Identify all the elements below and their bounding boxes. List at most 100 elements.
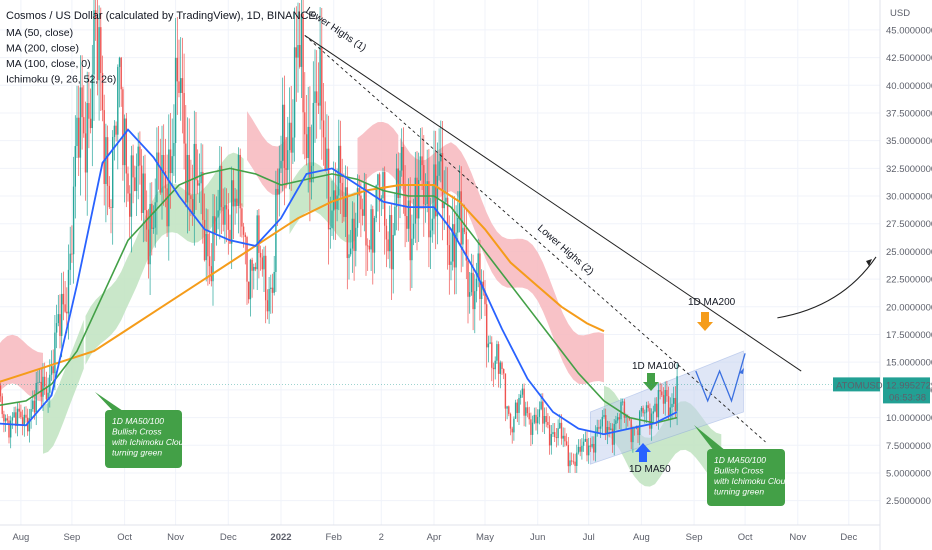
candle-down — [181, 78, 184, 94]
candle-up — [161, 154, 163, 193]
candle-down — [460, 191, 462, 245]
candle-up — [640, 407, 643, 412]
candle-down — [81, 87, 83, 118]
candle-up — [540, 401, 542, 410]
candle-down — [163, 154, 165, 172]
candle-down — [384, 172, 386, 226]
candle-up — [4, 418, 7, 422]
candle-up — [429, 230, 432, 238]
candle-down — [501, 362, 503, 369]
candle-up — [61, 293, 63, 336]
price-tag — [883, 377, 930, 404]
annotation-ma50: 1D MA50 — [629, 464, 671, 475]
projection-zigzag — [695, 353, 746, 403]
candle-up — [234, 198, 236, 207]
candle-up — [326, 148, 328, 171]
candle-down — [659, 390, 661, 392]
indicator-legend-item: MA (100, close, 0) — [6, 58, 91, 70]
ichimoku-cloud-bearish — [357, 122, 399, 187]
lower-highs-2-trendline — [304, 35, 766, 443]
candle-up — [282, 104, 284, 161]
candle-up — [645, 405, 648, 413]
candle-up — [657, 390, 660, 418]
candle-down — [254, 266, 257, 270]
y-tick-label: 45.0000000 — [886, 25, 932, 36]
candle-down — [195, 143, 197, 181]
candle-up — [599, 426, 602, 429]
candle-down — [482, 281, 484, 291]
candle-up — [613, 423, 615, 445]
y-tick-label: 30.0000000 — [886, 192, 932, 203]
candle-up — [596, 427, 598, 433]
candle-up — [152, 227, 155, 229]
candle-up — [263, 255, 265, 270]
candle-down — [120, 57, 122, 90]
candle-down — [491, 342, 493, 368]
candle-down — [188, 154, 190, 196]
candle-up — [440, 153, 442, 162]
candle-up — [615, 420, 617, 424]
candle-down — [504, 373, 507, 409]
candle-up — [135, 166, 138, 192]
candle-down — [465, 231, 467, 261]
candle-up — [72, 186, 75, 255]
candle-down — [15, 412, 17, 426]
candle-up — [217, 210, 219, 218]
candle-down — [110, 207, 112, 208]
candle-up — [253, 266, 255, 271]
candle-up — [350, 248, 352, 255]
info-box-pointer — [694, 425, 726, 451]
y-tick-label: 35.0000000 — [886, 136, 932, 147]
projection-arrowhead — [739, 368, 744, 374]
candle-down — [555, 437, 558, 439]
candle-up — [557, 428, 559, 439]
candle-down — [589, 445, 592, 447]
candle-down — [486, 304, 488, 348]
candle-up — [521, 388, 524, 395]
candle-up — [300, 14, 303, 67]
candle-down — [202, 171, 204, 220]
candle-down — [402, 146, 405, 186]
candle-down — [6, 418, 8, 421]
candle-up — [370, 209, 372, 250]
candle-up — [312, 102, 314, 166]
candle-up — [625, 415, 627, 418]
info-box-line: turning green — [714, 487, 764, 497]
y-tick-label: 7.5000000 — [886, 441, 931, 452]
candle-down — [535, 414, 537, 424]
candle-up — [418, 180, 420, 219]
candle-down — [232, 180, 235, 207]
candle-down — [448, 245, 450, 265]
candle-up — [470, 272, 473, 293]
candle-down — [511, 428, 513, 433]
candle-up — [278, 168, 280, 195]
candle-down — [545, 416, 547, 422]
ichimoku-cloud-bullish — [43, 319, 84, 454]
candle-up — [200, 171, 202, 184]
info-box-line: with Ichimoku Cloud — [714, 476, 790, 486]
time-axis[interactable]: Aug Sep Oct Nov Dec 2022 Feb 2 Apr May Jun Jul Aug Se… — [0, 524, 880, 543]
ma200-line — [0, 184, 605, 383]
candle-up — [469, 292, 471, 297]
candle-up — [419, 156, 422, 181]
candle-down — [259, 252, 262, 258]
candle-up — [664, 389, 666, 404]
candle-up — [310, 165, 313, 183]
candle-down — [435, 164, 437, 217]
candle-up — [118, 57, 121, 67]
info-box-line: 1D MA50/100 — [112, 416, 164, 426]
candle-up — [331, 210, 333, 229]
candle-down — [304, 112, 306, 135]
candle-down — [341, 182, 343, 197]
candle-up — [171, 156, 173, 174]
candle-down — [492, 367, 495, 370]
candle-up — [533, 414, 535, 423]
candle-down — [656, 403, 658, 418]
candle-down — [271, 287, 274, 293]
candle-down — [516, 402, 518, 413]
candle-up — [487, 343, 490, 348]
candle-down — [127, 173, 129, 194]
candle-down — [84, 133, 87, 173]
